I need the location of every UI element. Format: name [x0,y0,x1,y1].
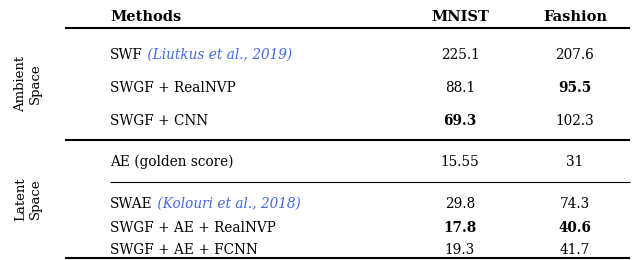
Text: 40.6: 40.6 [558,221,591,235]
Text: Ambient
Space: Ambient Space [14,56,42,112]
Text: 95.5: 95.5 [558,81,591,95]
Text: 74.3: 74.3 [560,197,590,211]
Text: 15.55: 15.55 [441,155,480,169]
Text: SWAE: SWAE [110,197,153,211]
Text: 88.1: 88.1 [445,81,475,95]
Text: Methods: Methods [110,10,181,24]
Text: AE (golden score): AE (golden score) [110,155,233,169]
Text: 41.7: 41.7 [560,243,590,257]
Text: 69.3: 69.3 [443,114,476,128]
Text: 225.1: 225.1 [441,48,480,62]
Text: 207.6: 207.6 [556,48,595,62]
Text: 17.8: 17.8 [443,221,476,235]
Text: 19.3: 19.3 [445,243,475,257]
Text: MNIST: MNIST [431,10,489,24]
Text: (Kolouri et al., 2018): (Kolouri et al., 2018) [153,197,300,211]
Text: SWF: SWF [110,48,143,62]
Text: SWGF + AE + RealNVP: SWGF + AE + RealNVP [110,221,276,235]
Text: Fashion: Fashion [543,10,607,24]
Text: (Liutkus et al., 2019): (Liutkus et al., 2019) [143,48,292,62]
Text: SWGF + CNN: SWGF + CNN [110,114,208,128]
Text: SWGF + AE + FCNN: SWGF + AE + FCNN [110,243,258,257]
Text: SWGF + RealNVP: SWGF + RealNVP [110,81,236,95]
Text: 102.3: 102.3 [556,114,595,128]
Text: 31: 31 [567,155,584,169]
Text: Latent
Space: Latent Space [14,177,42,221]
Text: 29.8: 29.8 [445,197,475,211]
